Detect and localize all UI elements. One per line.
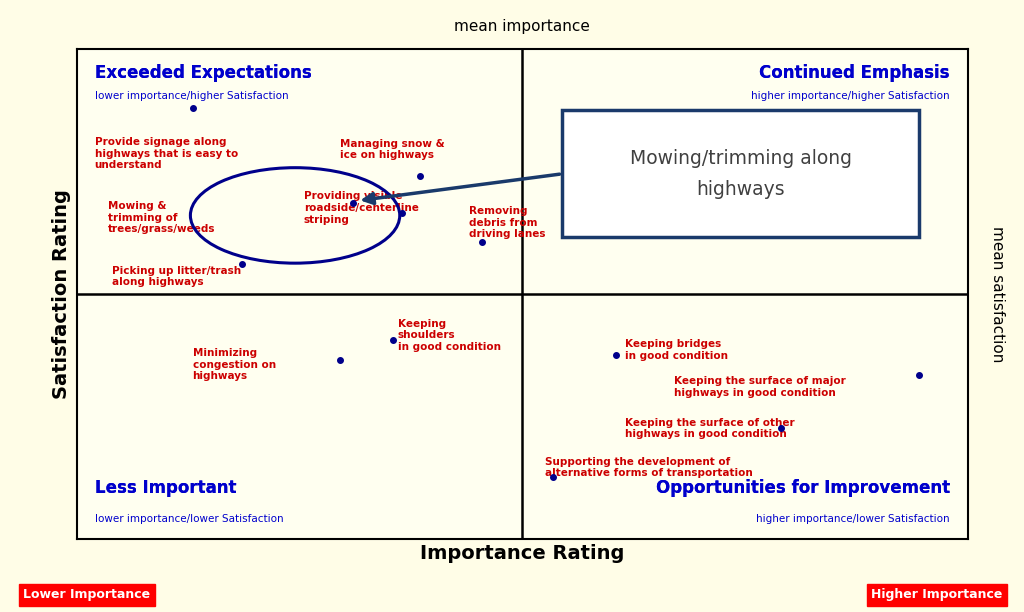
Text: Opportunities for Improvement: Opportunities for Improvement [655,479,950,497]
Text: Less Important: Less Important [94,479,237,497]
Text: Lower Importance: Lower Importance [24,588,151,602]
Text: Picking up litter/trash
along highways: Picking up litter/trash along highways [113,266,242,288]
Text: Higher Importance: Higher Importance [871,588,1002,602]
Text: Keeping bridges
in good condition: Keeping bridges in good condition [625,339,728,361]
Text: Removing
debris from
driving lanes: Removing debris from driving lanes [469,206,546,239]
Text: lower importance/higher Satisfaction: lower importance/higher Satisfaction [94,91,288,100]
Text: Exceeded Expectations: Exceeded Expectations [94,64,311,81]
Text: Keeping
shoulders
in good condition: Keeping shoulders in good condition [397,319,501,352]
Text: Continued Emphasis: Continued Emphasis [760,64,950,81]
X-axis label: Importance Rating: Importance Rating [420,544,625,563]
Text: higher importance/higher Satisfaction: higher importance/higher Satisfaction [752,91,950,100]
Text: Mowing &
trimming of
trees/grass/weeds: Mowing & trimming of trees/grass/weeds [108,201,215,234]
Text: Managing snow &
ice on highways: Managing snow & ice on highways [340,138,444,160]
Text: Supporting the development of
alternative forms of transportation: Supporting the development of alternativ… [545,457,753,479]
Text: Keeping the surface of other
highways in good condition: Keeping the surface of other highways in… [625,417,795,439]
Text: mean importance: mean importance [455,19,590,34]
Text: mean satisfaction: mean satisfaction [990,226,1005,362]
Text: Opportunities for Improvement: Opportunities for Improvement [655,479,950,497]
Text: Mowing/trimming along
highways: Mowing/trimming along highways [630,149,852,199]
Y-axis label: Satisfaction Rating: Satisfaction Rating [52,189,72,398]
Text: higher importance/lower Satisfaction: higher importance/lower Satisfaction [757,514,950,524]
Text: Exceeded Expectations: Exceeded Expectations [94,64,311,81]
Text: Provide signage along
highways that is easy to
understand: Provide signage along highways that is e… [94,137,238,170]
Text: Providing visible
roadside/centerline
striping: Providing visible roadside/centerline st… [304,192,419,225]
Text: Keeping the surface of major
highways in good condition: Keeping the surface of major highways in… [674,376,846,398]
Text: Continued Emphasis: Continued Emphasis [760,64,950,81]
Text: Minimizing
congestion on
highways: Minimizing congestion on highways [193,348,275,381]
Text: lower importance/lower Satisfaction: lower importance/lower Satisfaction [94,514,284,524]
FancyBboxPatch shape [562,110,919,237]
Text: Less Important: Less Important [94,479,237,497]
